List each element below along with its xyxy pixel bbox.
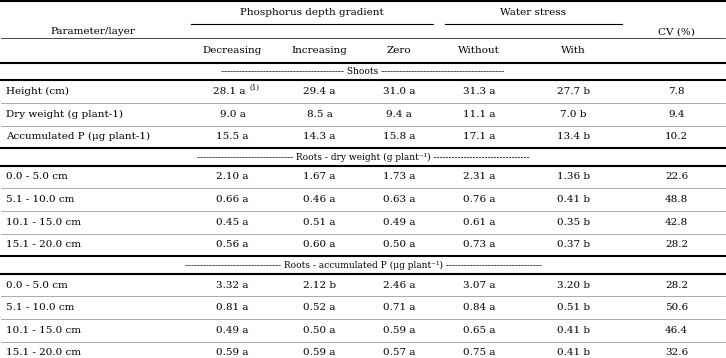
Text: 0.59 a: 0.59 a [383, 326, 415, 335]
Text: 7.8: 7.8 [668, 87, 685, 96]
Text: 22.6: 22.6 [665, 173, 688, 182]
Text: 42.8: 42.8 [665, 218, 688, 227]
Text: 28.2: 28.2 [665, 281, 688, 290]
Text: -------------------------------- Roots - accumulated P (μg plant⁻¹) ------------: -------------------------------- Roots -… [184, 260, 542, 270]
Text: 0.41 b: 0.41 b [557, 326, 590, 335]
Text: Dry weight (g plant-1): Dry weight (g plant-1) [7, 110, 123, 119]
Text: 31.0 a: 31.0 a [383, 87, 415, 96]
Text: 0.73 a: 0.73 a [462, 241, 495, 250]
Text: 0.65 a: 0.65 a [462, 326, 495, 335]
Text: 0.60 a: 0.60 a [303, 241, 335, 250]
Text: Accumulated P (μg plant-1): Accumulated P (μg plant-1) [7, 132, 150, 141]
Text: 0.71 a: 0.71 a [383, 303, 415, 312]
Text: -------------------------------- Roots - dry weight (g plant⁻¹) ----------------: -------------------------------- Roots -… [197, 153, 529, 161]
Text: 1.36 b: 1.36 b [557, 173, 590, 182]
Text: 2.12 b: 2.12 b [303, 281, 336, 290]
Text: 8.5 a: 8.5 a [306, 110, 333, 119]
Text: 50.6: 50.6 [665, 303, 688, 312]
Text: 17.1 a: 17.1 a [462, 132, 495, 141]
Text: 0.41 b: 0.41 b [557, 348, 590, 358]
Text: Water stress: Water stress [500, 8, 566, 17]
Text: 9.0 a: 9.0 a [220, 110, 245, 119]
Text: 1.73 a: 1.73 a [383, 173, 415, 182]
Text: 0.66 a: 0.66 a [216, 195, 249, 204]
Text: With: With [560, 46, 585, 55]
Text: 13.4 b: 13.4 b [557, 132, 590, 141]
Text: 0.45 a: 0.45 a [216, 218, 249, 227]
Text: 0.0 - 5.0 cm: 0.0 - 5.0 cm [7, 173, 68, 182]
Text: CV (%): CV (%) [658, 27, 695, 36]
Text: 15.8 a: 15.8 a [383, 132, 415, 141]
Text: 0.51 a: 0.51 a [303, 218, 335, 227]
Text: 10.1 - 15.0 cm: 10.1 - 15.0 cm [7, 326, 81, 335]
Text: 0.49 a: 0.49 a [383, 218, 415, 227]
Text: 0.56 a: 0.56 a [216, 241, 249, 250]
Text: ----------------------------------------- Shoots -------------------------------: ----------------------------------------… [221, 67, 505, 76]
Text: 1.67 a: 1.67 a [303, 173, 335, 182]
Text: 29.4 a: 29.4 a [303, 87, 335, 96]
Text: 0.37 b: 0.37 b [557, 241, 590, 250]
Text: Without: Without [458, 46, 500, 55]
Text: 3.32 a: 3.32 a [216, 281, 249, 290]
Text: 27.7 b: 27.7 b [557, 87, 590, 96]
Text: 15.1 - 20.0 cm: 15.1 - 20.0 cm [7, 241, 81, 250]
Text: 32.6: 32.6 [665, 348, 688, 358]
Text: 5.1 - 10.0 cm: 5.1 - 10.0 cm [7, 303, 75, 312]
Text: 0.46 a: 0.46 a [303, 195, 335, 204]
Text: 0.51 b: 0.51 b [557, 303, 590, 312]
Text: 0.59 a: 0.59 a [303, 348, 335, 358]
Text: 0.59 a: 0.59 a [216, 348, 249, 358]
Text: 0.57 a: 0.57 a [383, 348, 415, 358]
Text: 0.35 b: 0.35 b [557, 218, 590, 227]
Text: 11.1 a: 11.1 a [462, 110, 495, 119]
Text: 2.31 a: 2.31 a [462, 173, 495, 182]
Text: 48.8: 48.8 [665, 195, 688, 204]
Text: 7.0 b: 7.0 b [560, 110, 587, 119]
Text: 0.84 a: 0.84 a [462, 303, 495, 312]
Text: 10.2: 10.2 [665, 132, 688, 141]
Text: 9.4 a: 9.4 a [386, 110, 412, 119]
Text: Height (cm): Height (cm) [7, 87, 70, 96]
Text: (1): (1) [249, 84, 259, 92]
Text: 2.10 a: 2.10 a [216, 173, 249, 182]
Text: 14.3 a: 14.3 a [303, 132, 335, 141]
Text: 0.50 a: 0.50 a [303, 326, 335, 335]
Text: 0.75 a: 0.75 a [462, 348, 495, 358]
Text: 0.52 a: 0.52 a [303, 303, 335, 312]
Text: 10.1 - 15.0 cm: 10.1 - 15.0 cm [7, 218, 81, 227]
Text: 15.1 - 20.0 cm: 15.1 - 20.0 cm [7, 348, 81, 358]
Text: 0.0 - 5.0 cm: 0.0 - 5.0 cm [7, 281, 68, 290]
Text: Increasing: Increasing [292, 46, 348, 55]
Text: 0.49 a: 0.49 a [216, 326, 249, 335]
Text: Decreasing: Decreasing [203, 46, 262, 55]
Text: 0.63 a: 0.63 a [383, 195, 415, 204]
Text: 3.20 b: 3.20 b [557, 281, 590, 290]
Text: 5.1 - 10.0 cm: 5.1 - 10.0 cm [7, 195, 75, 204]
Text: 0.76 a: 0.76 a [462, 195, 495, 204]
Text: Phosphorus depth gradient: Phosphorus depth gradient [240, 8, 384, 17]
Text: 28.2: 28.2 [665, 241, 688, 250]
Text: 0.61 a: 0.61 a [462, 218, 495, 227]
Text: 15.5 a: 15.5 a [216, 132, 249, 141]
Text: 28.1 a: 28.1 a [213, 87, 245, 96]
Text: Parameter/layer: Parameter/layer [51, 27, 136, 36]
Text: 46.4: 46.4 [665, 326, 688, 335]
Text: 31.3 a: 31.3 a [462, 87, 495, 96]
Text: 2.46 a: 2.46 a [383, 281, 415, 290]
Text: Zero: Zero [387, 46, 412, 55]
Text: 0.41 b: 0.41 b [557, 195, 590, 204]
Text: 3.07 a: 3.07 a [462, 281, 495, 290]
Text: 0.81 a: 0.81 a [216, 303, 249, 312]
Text: 0.50 a: 0.50 a [383, 241, 415, 250]
Text: 9.4: 9.4 [668, 110, 685, 119]
